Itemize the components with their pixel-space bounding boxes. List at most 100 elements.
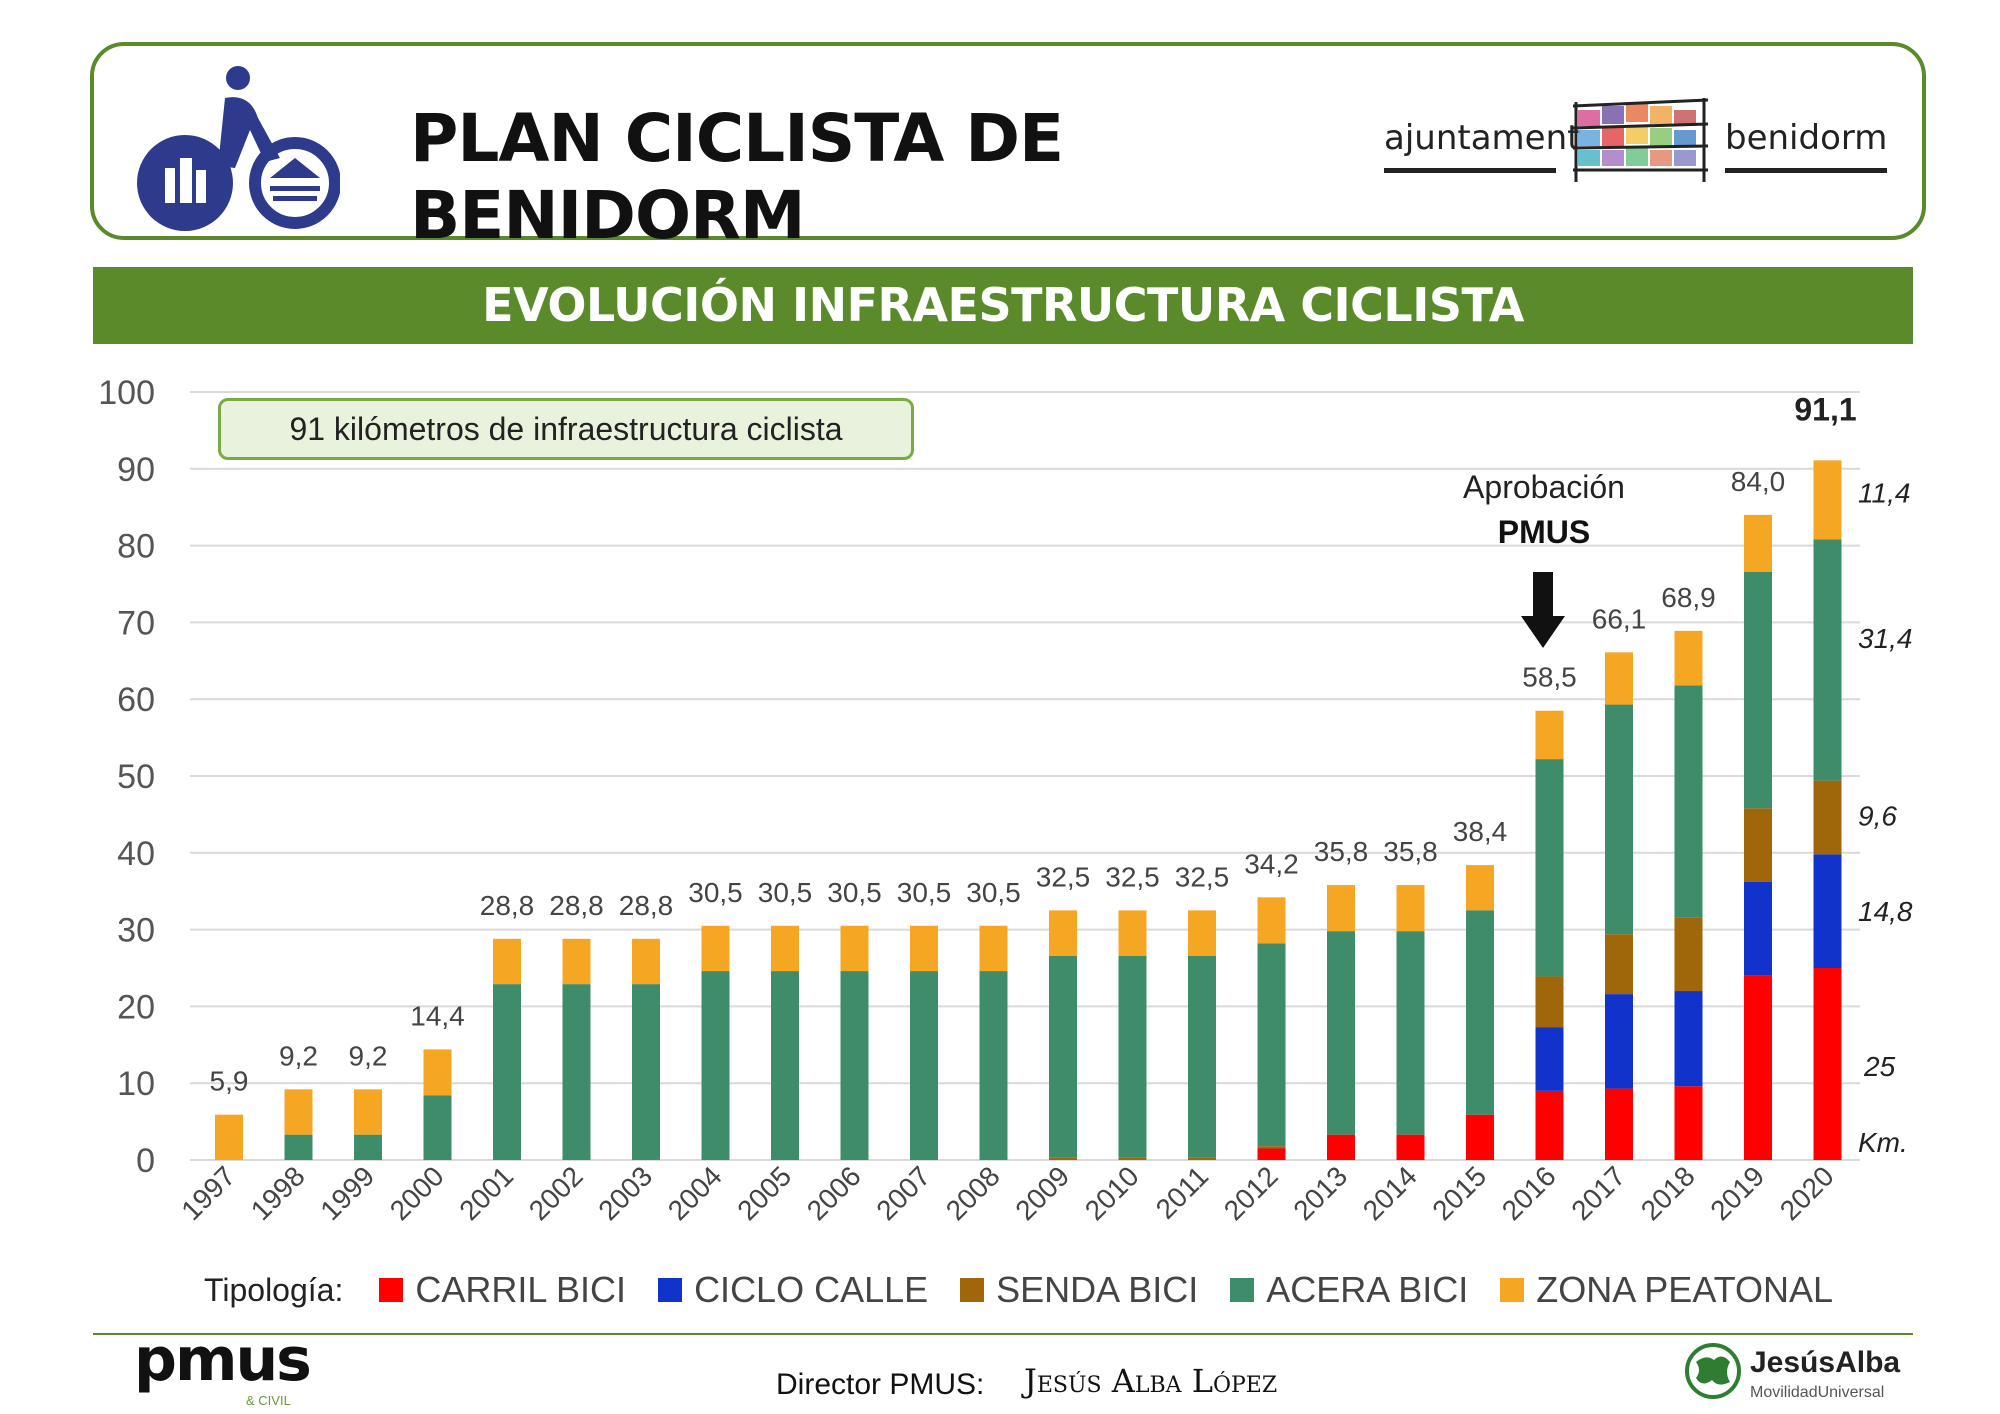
total-label: 14,4 bbox=[410, 1000, 465, 1031]
cyclist-head bbox=[226, 66, 250, 90]
bar-segment-acera-bici bbox=[979, 971, 1008, 1160]
total-label: 28,8 bbox=[480, 890, 535, 921]
page-title: PLAN CICLISTA DE BENIDORM bbox=[410, 100, 1064, 254]
bar-segment-acera-bici bbox=[910, 971, 938, 1160]
bar-segment-zona-peatonal bbox=[1744, 514, 1772, 572]
jesus-alba-globe-icon bbox=[1685, 1343, 1741, 1399]
bar-segment-senda-bici bbox=[1188, 1157, 1216, 1160]
y-tick-label: 0 bbox=[136, 1142, 155, 1180]
total-label: 28,8 bbox=[619, 890, 674, 921]
legend-swatch-senda-bici bbox=[960, 1278, 985, 1302]
legend-label: SENDA BICI bbox=[996, 1269, 1199, 1310]
bar-segment-zona-peatonal bbox=[701, 925, 730, 972]
bar-segment-acera-bici bbox=[493, 984, 521, 1160]
total-label: 84,0 bbox=[1731, 466, 1786, 497]
bar-segment-carril-bici bbox=[1744, 975, 1772, 1160]
x-tick-label: 2015 bbox=[1426, 1160, 1492, 1226]
bar-segment-zona-peatonal bbox=[979, 925, 1008, 972]
bar-segment-zona-peatonal bbox=[840, 925, 869, 972]
x-tick-label: 2011 bbox=[1150, 1160, 1215, 1225]
total-label: 30,5 bbox=[897, 877, 952, 908]
legend-swatch-ciclo-calle bbox=[658, 1278, 683, 1302]
bar-segment-senda-bici bbox=[1674, 917, 1703, 992]
x-tick-label: 2000 bbox=[384, 1160, 450, 1226]
director-label: Director PMUS: bbox=[776, 1368, 985, 1401]
total-label: 91,1 bbox=[1794, 391, 1856, 427]
bar-segment-acera-bici bbox=[1674, 685, 1703, 918]
bar-segment-zona-peatonal bbox=[1327, 885, 1355, 932]
x-tick-label: 2012 bbox=[1218, 1160, 1284, 1226]
x-tick-label: 1999 bbox=[314, 1160, 380, 1226]
director-name: Jesús Alba López bbox=[1024, 1362, 1278, 1400]
bar-segment-acera-bici bbox=[1327, 931, 1355, 1135]
bar-segment-acera-bici bbox=[354, 1134, 382, 1160]
annotation-line2: PMUS bbox=[1498, 514, 1590, 550]
footer-divider-top bbox=[93, 1333, 1913, 1335]
bar-segment-acera-bici bbox=[1188, 955, 1216, 1158]
bar-segment-carril-bici bbox=[1674, 1086, 1703, 1160]
total-label: 30,5 bbox=[758, 877, 813, 908]
side-label: 31,4 bbox=[1858, 623, 1913, 654]
x-tick-label: 1998 bbox=[245, 1160, 311, 1226]
bar-segment-senda-bici bbox=[1744, 808, 1772, 882]
x-tick-label: 2013 bbox=[1287, 1160, 1353, 1226]
bar-segment-zona-peatonal bbox=[1674, 630, 1703, 686]
side-label: 14,8 bbox=[1858, 896, 1913, 927]
total-label: 35,8 bbox=[1314, 836, 1369, 867]
legend-item-acera-bici: ACERA BICI bbox=[1230, 1269, 1468, 1311]
total-label: 5,9 bbox=[210, 1066, 249, 1097]
bar-segment-ciclo-calle bbox=[1813, 854, 1842, 968]
bar-segment-carril-bici bbox=[1535, 1090, 1564, 1160]
chart-bars bbox=[215, 460, 1842, 1160]
benidorm-word: benidorm bbox=[1725, 118, 1888, 158]
legend-label: ACERA BICI bbox=[1266, 1269, 1469, 1310]
bar-segment-acera-bici bbox=[423, 1095, 452, 1160]
bar-segment-zona-peatonal bbox=[632, 938, 660, 985]
bar-segment-carril-bici bbox=[1396, 1134, 1425, 1160]
x-tick-label: 2018 bbox=[1635, 1160, 1701, 1226]
y-tick-label: 50 bbox=[117, 758, 155, 796]
x-tick-label: 2020 bbox=[1774, 1160, 1840, 1226]
total-label: 30,5 bbox=[966, 877, 1021, 908]
total-label: 68,9 bbox=[1661, 582, 1716, 613]
bar-segment-zona-peatonal bbox=[1049, 910, 1077, 956]
bar-segment-zona-peatonal bbox=[1257, 897, 1286, 944]
x-tick-label: 2017 bbox=[1565, 1160, 1631, 1226]
y-tick-label: 20 bbox=[117, 988, 155, 1026]
legend-swatch-zona-peatonal bbox=[1500, 1278, 1525, 1302]
bar-segment-zona-peatonal bbox=[215, 1114, 243, 1160]
bar-segment-zona-peatonal bbox=[1813, 460, 1842, 540]
y-tick-label: 80 bbox=[117, 528, 155, 566]
jesus-alba-logo-sub: MovilidadUniversal bbox=[1750, 1384, 1885, 1401]
bar-segment-acera-bici bbox=[1396, 931, 1425, 1135]
x-tick-label: 2001 bbox=[453, 1160, 519, 1226]
bar-segment-acera-bici bbox=[1605, 704, 1633, 935]
bar-segment-acera-bici bbox=[701, 971, 730, 1160]
x-tick-label: 2005 bbox=[731, 1160, 797, 1226]
bar-segment-carril-bici bbox=[1327, 1134, 1355, 1160]
x-tick-label: 2002 bbox=[523, 1160, 589, 1226]
bar-segment-zona-peatonal bbox=[493, 938, 521, 985]
x-tick-label: 2014 bbox=[1357, 1160, 1423, 1226]
annotation-line1: Aprobación bbox=[1463, 469, 1625, 505]
bar-segment-senda-bici bbox=[1049, 1157, 1077, 1160]
bar-segment-carril-bici bbox=[1466, 1114, 1494, 1160]
bar-segment-senda-bici bbox=[1257, 1146, 1286, 1149]
bar-segment-zona-peatonal bbox=[284, 1089, 313, 1135]
legend-item-ciclo-calle: CICLO CALLE bbox=[658, 1269, 928, 1311]
bar-segment-ciclo-calle bbox=[1744, 881, 1772, 976]
bar-segment-acera-bici bbox=[1049, 955, 1077, 1158]
bar-segment-acera-bici bbox=[632, 984, 660, 1160]
total-label: 32,5 bbox=[1036, 861, 1091, 892]
bar-segment-acera-bici bbox=[1466, 910, 1494, 1115]
y-tick-label: 40 bbox=[117, 835, 155, 873]
pmus-logo: pmus bbox=[134, 1325, 312, 1395]
y-tick-label: 60 bbox=[117, 681, 155, 719]
x-axis-labels: 1997 1998 1999 2000 2001 2002 2003 2004 2005 2006… bbox=[175, 1160, 1839, 1226]
bar-segment-zona-peatonal bbox=[1466, 865, 1494, 911]
jesus-alba-logo: JesúsAlba bbox=[1750, 1346, 1901, 1379]
side-label: 11,4 bbox=[1858, 477, 1910, 508]
legend-item-senda-bici: SENDA BICI bbox=[960, 1269, 1198, 1311]
bar-segment-zona-peatonal bbox=[562, 938, 591, 985]
total-labels: 5,9 9,2 9,2 14,4 28,8 28,8 28,8 30,5 30,5 30,5 30,… bbox=[210, 391, 1857, 1096]
